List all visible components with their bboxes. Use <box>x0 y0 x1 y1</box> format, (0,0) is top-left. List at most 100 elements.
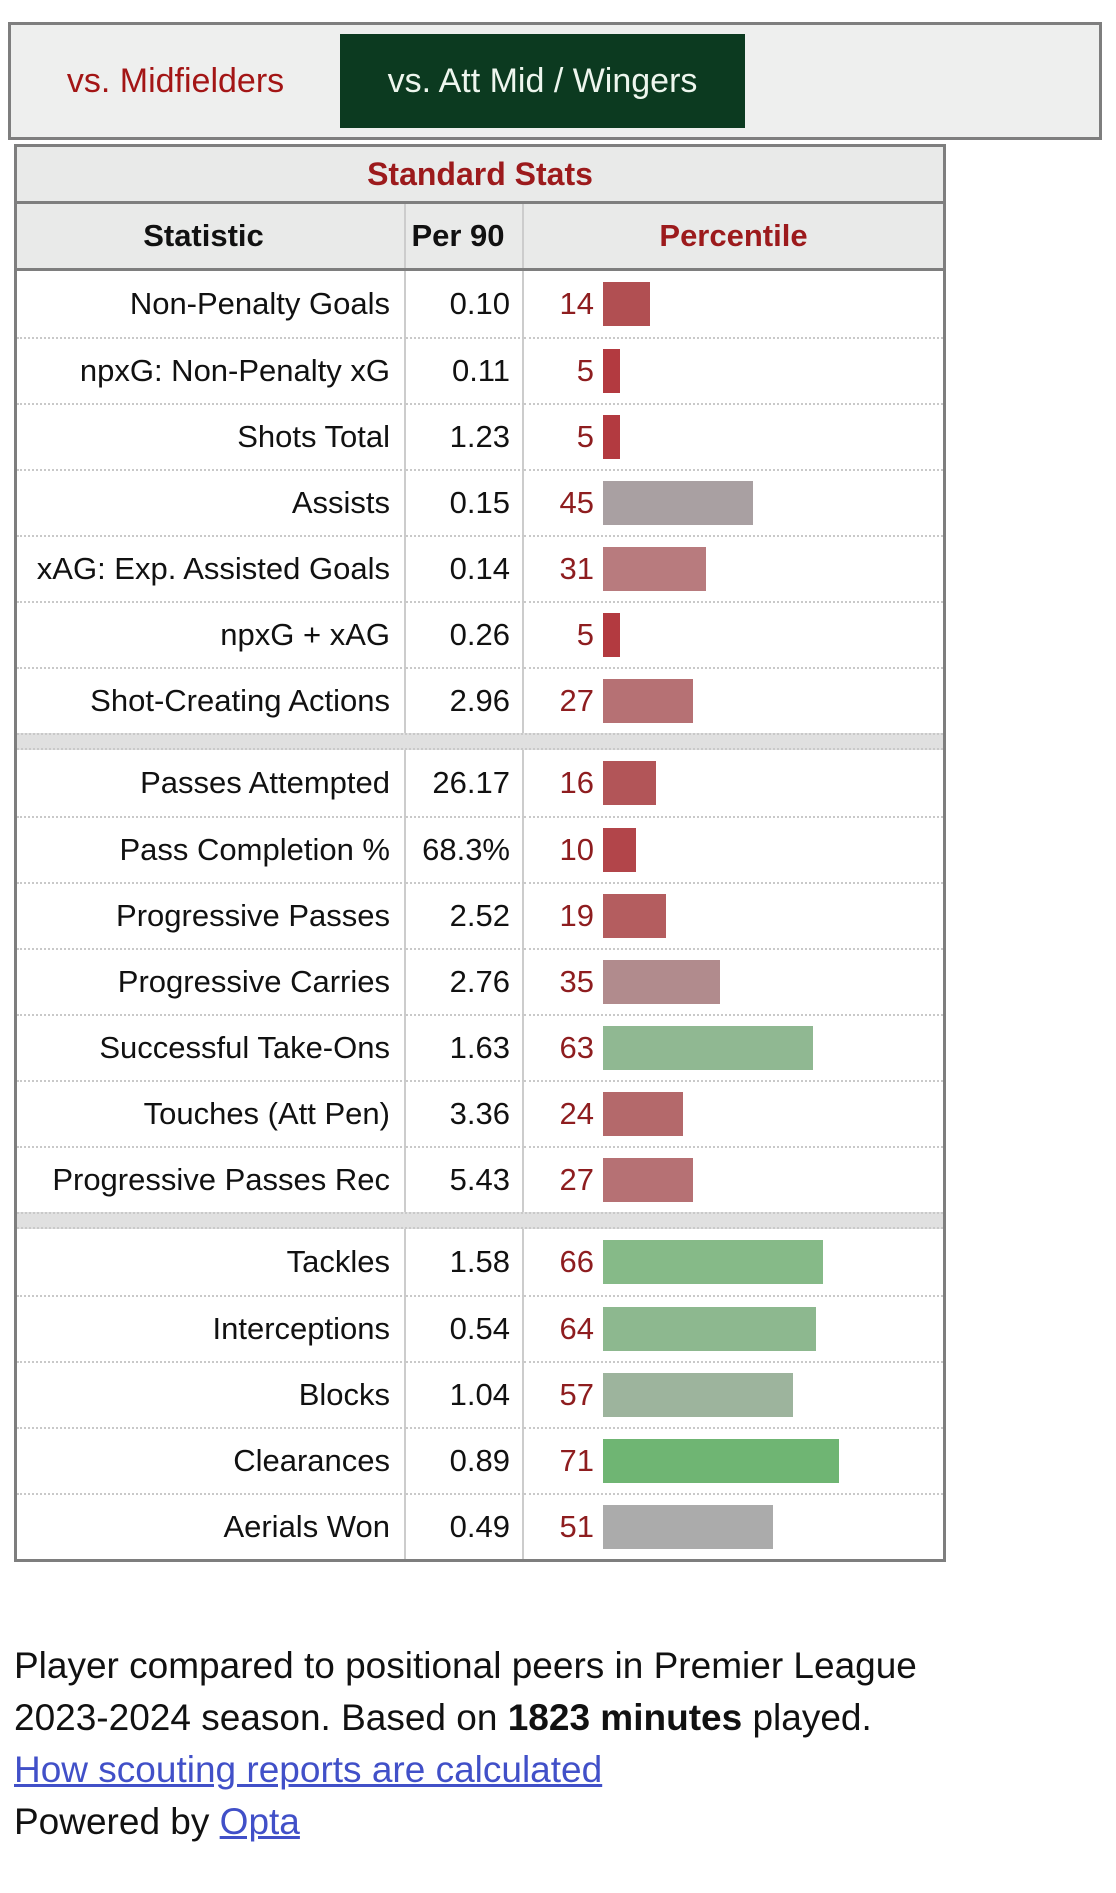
stat-row: Blocks 1.04 57 <box>17 1361 943 1427</box>
footer-line2-pre: 2023-2024 season. Based on <box>14 1697 508 1738</box>
column-header-statistic: Statistic <box>17 204 406 268</box>
stat-percentile-cell: 27 <box>524 1146 943 1212</box>
stat-row: Successful Take-Ons 1.63 63 <box>17 1014 943 1080</box>
stat-per90-value: 2.52 <box>406 882 524 948</box>
stat-per90-value: 0.26 <box>406 601 524 667</box>
stat-percentile-cell: 35 <box>524 948 943 1014</box>
percentile-value: 71 <box>559 1443 594 1478</box>
stat-row: Non-Penalty Goals 0.10 14 <box>17 271 943 337</box>
stat-name: npxG + xAG <box>17 601 406 667</box>
opta-link[interactable]: Opta <box>219 1801 300 1842</box>
percentile-value: 31 <box>559 551 594 586</box>
percentile-value: 24 <box>559 1096 594 1131</box>
percentile-value: 57 <box>559 1377 594 1412</box>
column-header-per90: Per 90 <box>406 204 524 268</box>
stat-name: Pass Completion % <box>17 816 406 882</box>
percentile-value: 14 <box>559 286 594 321</box>
stat-percentile-cell: 27 <box>524 667 943 733</box>
stat-row: Tackles 1.58 66 <box>17 1229 943 1295</box>
stat-per90-value: 2.96 <box>406 667 524 733</box>
percentile-bar <box>603 960 720 1004</box>
stat-per90-value: 1.23 <box>406 403 524 469</box>
percentile-value: 16 <box>559 765 594 800</box>
percentile-bar <box>603 415 620 459</box>
stat-row: Interceptions 0.54 64 <box>17 1295 943 1361</box>
stat-name: Shots Total <box>17 403 406 469</box>
percentile-value: 64 <box>559 1311 594 1346</box>
percentile-value: 5 <box>576 617 594 652</box>
stat-per90-value: 2.76 <box>406 948 524 1014</box>
percentile-value: 35 <box>559 964 594 999</box>
stat-row: Shot-Creating Actions 2.96 27 <box>17 667 943 733</box>
stat-name: npxG: Non-Penalty xG <box>17 337 406 403</box>
tab-vs-midfielders[interactable]: vs. Midfielders <box>66 61 285 100</box>
percentile-bar <box>603 679 693 723</box>
stat-name: Blocks <box>17 1361 406 1427</box>
percentile-bar <box>603 828 636 872</box>
stat-percentile-cell: 31 <box>524 535 943 601</box>
stat-percentile-cell: 24 <box>524 1080 943 1146</box>
section-divider <box>17 1212 943 1229</box>
stat-per90-value: 1.58 <box>406 1229 524 1295</box>
section-divider <box>17 733 943 750</box>
footer-minutes-bold: 1823 minutes <box>507 1697 743 1738</box>
percentile-value: 45 <box>559 485 594 520</box>
percentile-bar <box>603 1373 793 1417</box>
stat-name: Progressive Passes <box>17 882 406 948</box>
table-body: Non-Penalty Goals 0.10 14 npxG: Non-Pena… <box>17 271 943 1559</box>
column-header-percentile: Percentile <box>659 218 808 253</box>
percentile-bar <box>603 894 666 938</box>
percentile-bar <box>603 282 650 326</box>
stat-percentile-cell: 57 <box>524 1361 943 1427</box>
stat-percentile-cell: 10 <box>524 816 943 882</box>
stat-percentile-cell: 64 <box>524 1295 943 1361</box>
position-comparison-tabs: vs. Midfielders vs. Att Mid / Wingers <box>8 22 1102 140</box>
percentile-value: 27 <box>559 1162 594 1197</box>
stat-row: Shots Total 1.23 5 <box>17 403 943 469</box>
percentile-bar <box>603 1439 839 1483</box>
percentile-bar <box>603 547 706 591</box>
stat-per90-value: 0.49 <box>406 1493 524 1559</box>
stat-name: xAG: Exp. Assisted Goals <box>17 535 406 601</box>
stat-per90-value: 3.36 <box>406 1080 524 1146</box>
stat-per90-value: 0.11 <box>406 337 524 403</box>
stat-percentile-cell: 71 <box>524 1427 943 1493</box>
stat-name: Progressive Carries <box>17 948 406 1014</box>
percentile-bar <box>603 761 656 805</box>
stat-per90-value: 1.04 <box>406 1361 524 1427</box>
table-title: Standard Stats <box>17 147 943 204</box>
stat-row: Touches (Att Pen) 3.36 24 <box>17 1080 943 1146</box>
stat-percentile-cell: 5 <box>524 403 943 469</box>
percentile-bar <box>603 481 753 525</box>
percentile-bar <box>603 1307 816 1351</box>
stat-percentile-cell: 66 <box>524 1229 943 1295</box>
percentile-value: 51 <box>559 1509 594 1544</box>
stat-name: Clearances <box>17 1427 406 1493</box>
stat-per90-value: 0.89 <box>406 1427 524 1493</box>
how-scouting-reports-link[interactable]: How scouting reports are calculated <box>14 1749 603 1790</box>
stat-name: Non-Penalty Goals <box>17 271 406 337</box>
stat-per90-value: 5.43 <box>406 1146 524 1212</box>
percentile-value: 66 <box>559 1244 594 1279</box>
stat-name: Aerials Won <box>17 1493 406 1559</box>
percentile-value: 5 <box>576 419 594 454</box>
stat-row: Progressive Carries 2.76 35 <box>17 948 943 1014</box>
stat-name: Assists <box>17 469 406 535</box>
stat-row: npxG + xAG 0.26 5 <box>17 601 943 667</box>
percentile-bar <box>603 1092 683 1136</box>
stat-row: Passes Attempted 26.17 16 <box>17 750 943 816</box>
stat-row: Progressive Passes Rec 5.43 27 <box>17 1146 943 1212</box>
stat-row: Clearances 0.89 71 <box>17 1427 943 1493</box>
stat-percentile-cell: 5 <box>524 337 943 403</box>
stat-row: Aerials Won 0.49 51 <box>17 1493 943 1559</box>
powered-by-label: Powered by <box>14 1801 220 1842</box>
stat-per90-value: 0.10 <box>406 271 524 337</box>
stat-name: Tackles <box>17 1229 406 1295</box>
stat-name: Progressive Passes Rec <box>17 1146 406 1212</box>
stat-percentile-cell: 63 <box>524 1014 943 1080</box>
tab-vs-att-mid-wingers[interactable]: vs. Att Mid / Wingers <box>340 34 745 128</box>
stat-per90-value: 68.3% <box>406 816 524 882</box>
percentile-bar <box>603 1240 823 1284</box>
stat-per90-value: 26.17 <box>406 750 524 816</box>
stat-percentile-cell: 5 <box>524 601 943 667</box>
